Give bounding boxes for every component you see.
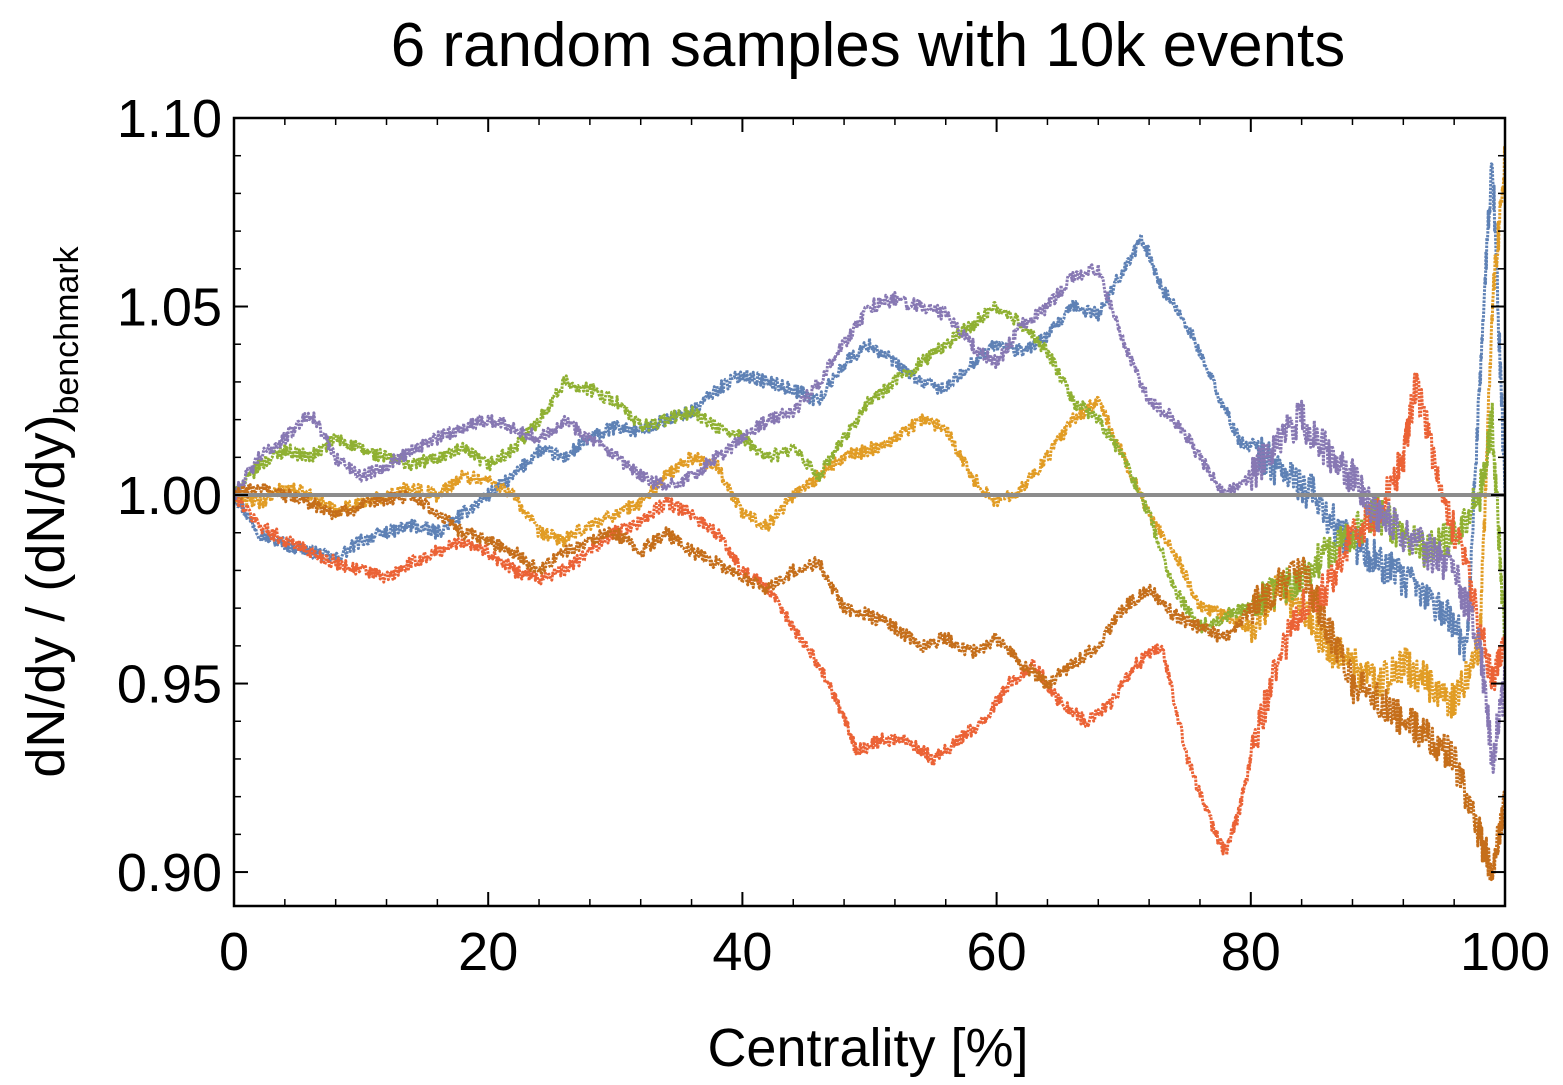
x-tick-label: 60 — [967, 922, 1027, 982]
plot-frame — [232, 116, 1507, 908]
y-axis-label: dN/dy / (dN/dy)benchmark — [16, 245, 86, 777]
series-line-1 — [234, 162, 1505, 662]
plot-area — [234, 145, 1505, 882]
series-line-3 — [234, 301, 1505, 649]
x-axis-label: Centrality [%] — [707, 1018, 1028, 1078]
x-tick-label: 40 — [712, 922, 772, 982]
series-line-5 — [234, 263, 1505, 774]
axis-ticks: 0 20 40 60 80 100 0.90 0.95 1.00 1.05 1.10 — [117, 89, 1550, 982]
y-tick-label: 1.05 — [117, 278, 222, 338]
svg-text:dN/dy / (dN/dy)benchmark: dN/dy / (dN/dy)benchmark — [16, 245, 86, 777]
y-tick-label: 1.10 — [117, 89, 222, 149]
chart-title: 6 random samples with 10k events — [391, 11, 1346, 80]
y-tick-label: 0.95 — [117, 655, 222, 715]
y-axis-label-main: dN/dy / (dN/dy) — [16, 415, 76, 778]
x-tick-label: 80 — [1221, 922, 1281, 982]
series-line-2 — [234, 145, 1505, 719]
series-line-4 — [234, 372, 1505, 857]
y-tick-label: 1.00 — [117, 466, 222, 526]
y-axis-label-sub: benchmark — [48, 245, 86, 414]
series-line-6 — [234, 483, 1505, 882]
x-tick-label: 100 — [1460, 922, 1550, 982]
x-tick-label: 0 — [219, 922, 249, 982]
y-tick-label: 0.90 — [117, 843, 222, 903]
x-tick-label: 20 — [458, 922, 518, 982]
